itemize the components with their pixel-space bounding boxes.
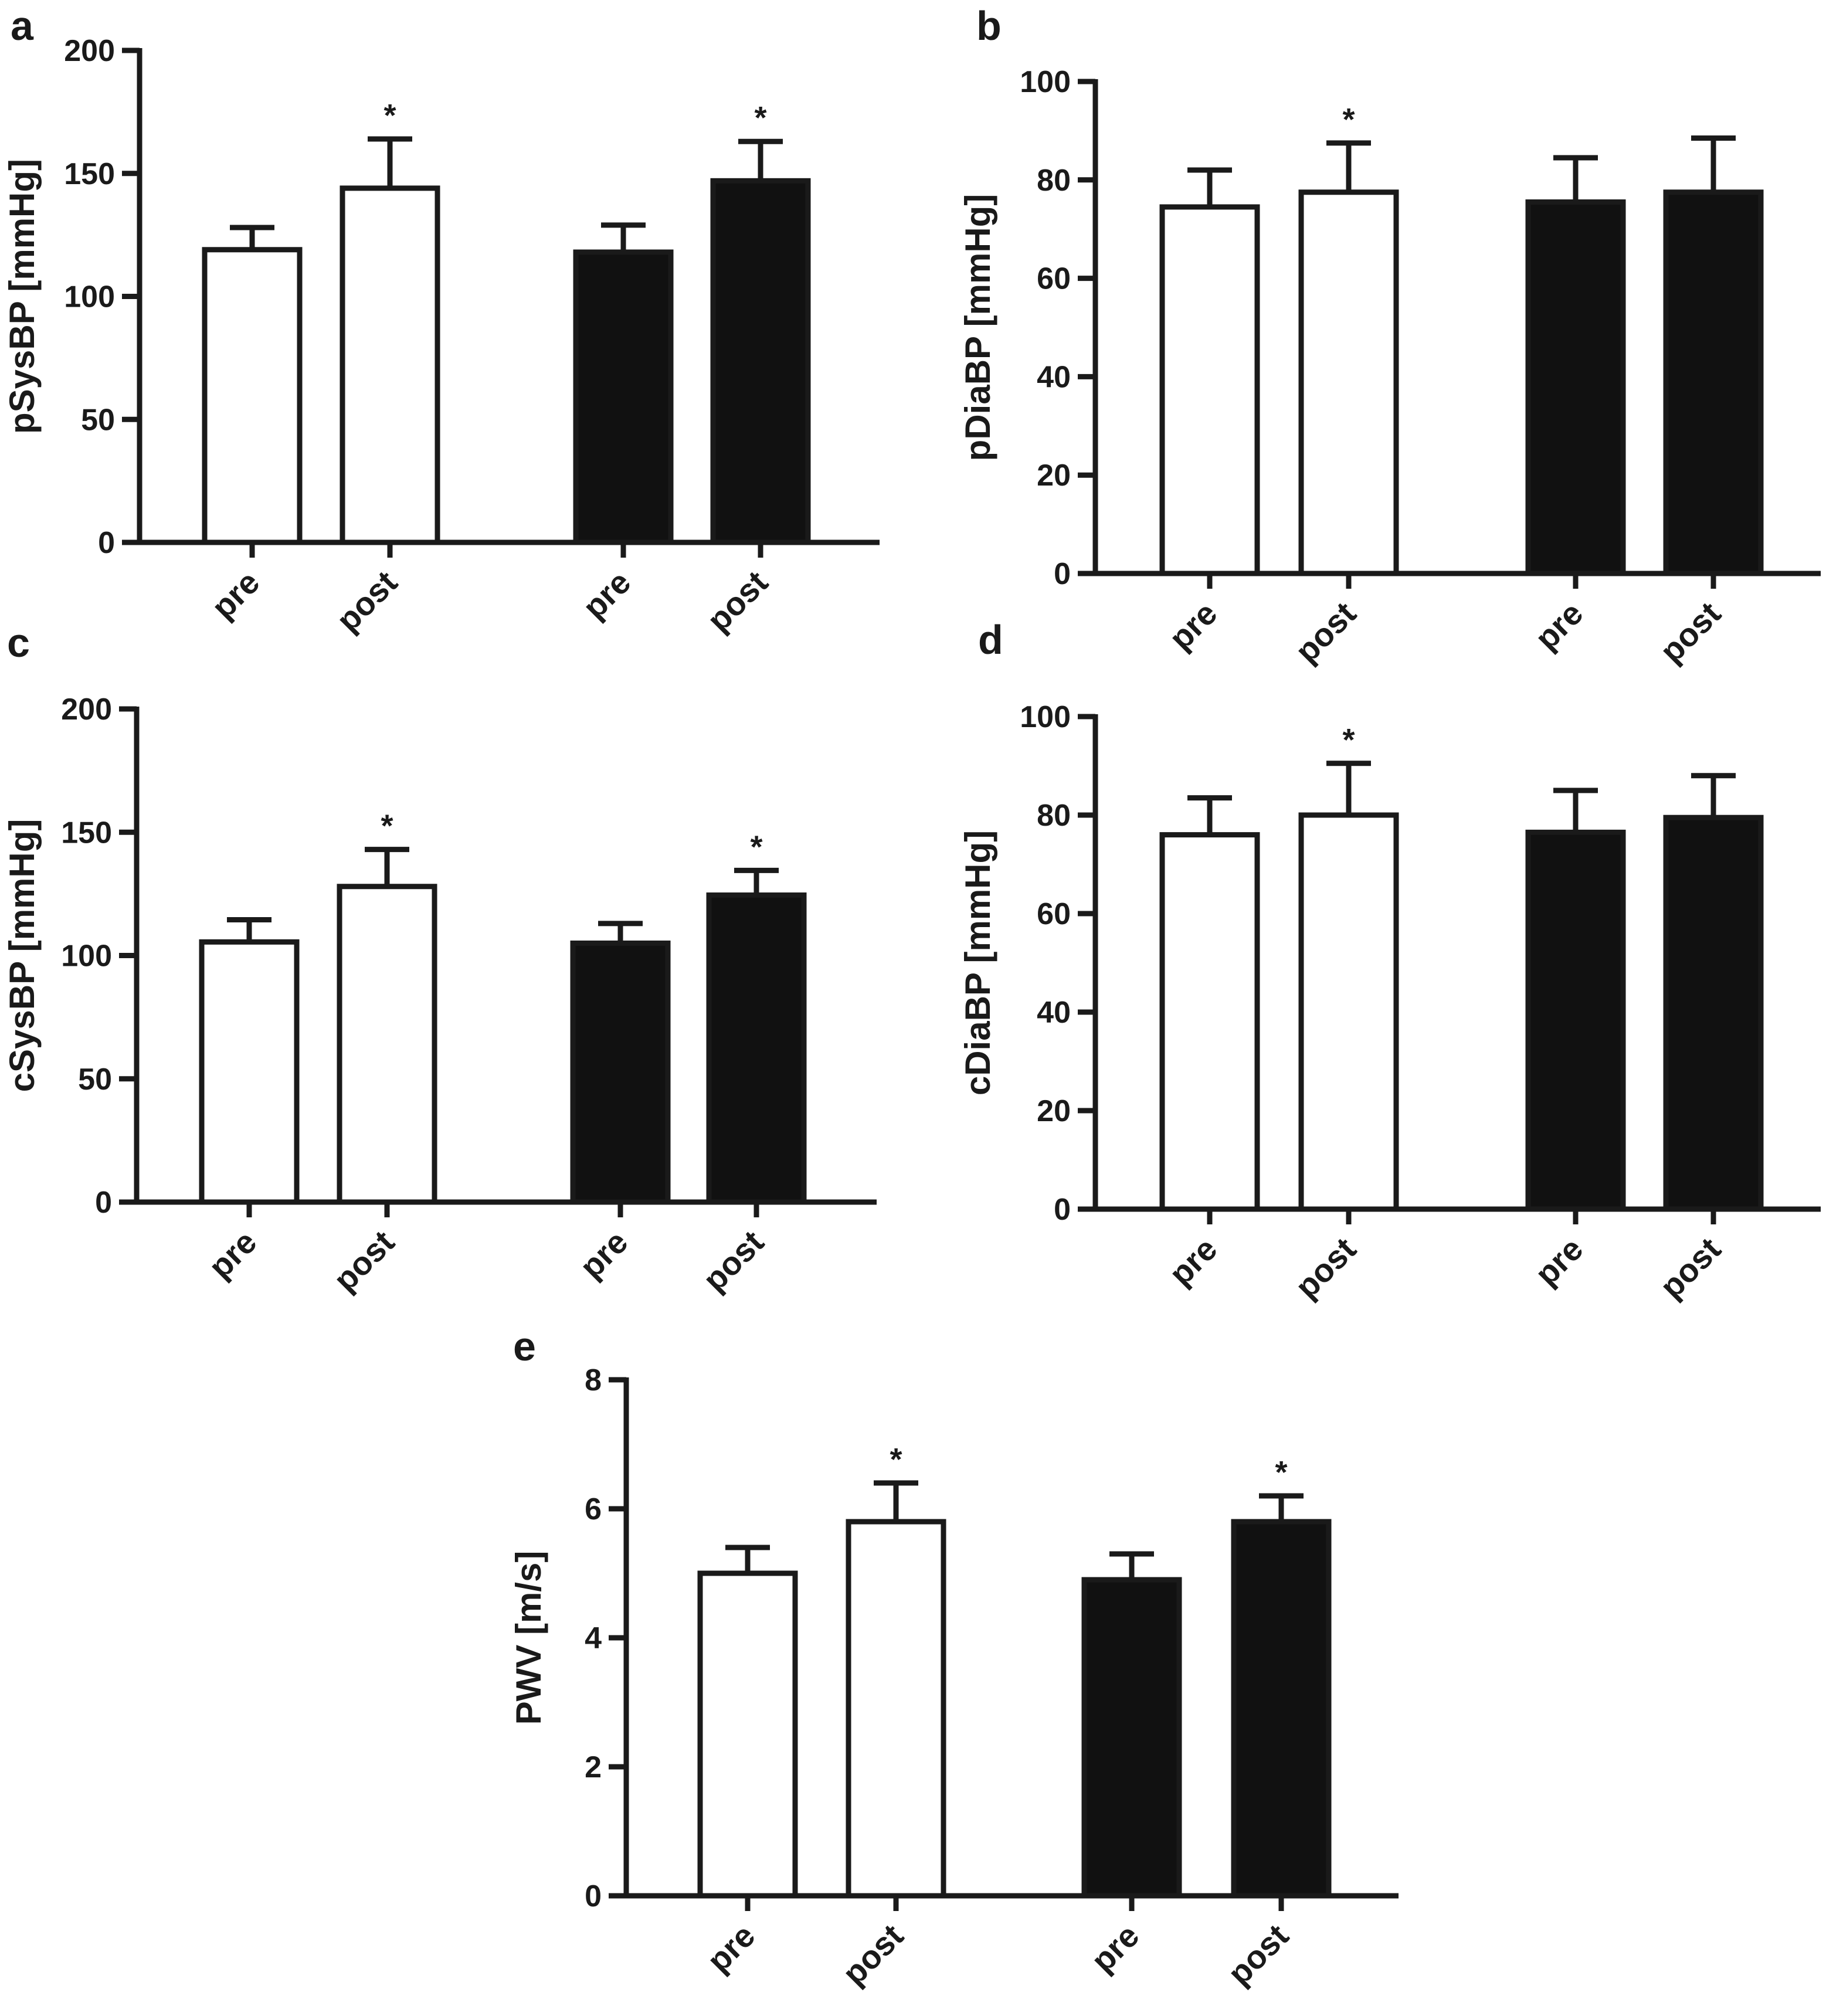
x-tick-label: post: [695, 1223, 771, 1298]
y-tick-label: 0: [585, 1879, 602, 1913]
panel-letter: d: [978, 617, 1003, 663]
y-tick-label: 50: [78, 1063, 112, 1097]
significance-marker: *: [1275, 1455, 1287, 1490]
panel-letter: e: [513, 1323, 536, 1369]
y-tick-label: 0: [1054, 1193, 1071, 1227]
panel-letter: c: [7, 620, 30, 666]
x-tick-label: post: [329, 564, 404, 639]
y-tick-label: 2: [585, 1750, 602, 1784]
y-axis-label: cSysBP [mmHg]: [2, 819, 42, 1092]
bar: [1663, 189, 1764, 576]
y-tick-label: 50: [81, 403, 115, 437]
bar: [1159, 832, 1260, 1212]
y-tick-label: 100: [1020, 65, 1071, 99]
bar: [337, 884, 437, 1205]
bar: [710, 178, 811, 545]
y-tick-label: 60: [1037, 897, 1071, 931]
x-tick-label: post: [1220, 1917, 1295, 1992]
y-tick-label: 200: [64, 34, 115, 68]
y-tick-label: 0: [1054, 557, 1071, 591]
y-tick-label: 100: [64, 280, 115, 314]
x-tick-label: pre: [1162, 595, 1224, 657]
x-tick-label: pre: [1162, 1230, 1224, 1292]
bar: [706, 892, 807, 1205]
x-tick-label: pre: [572, 1223, 634, 1285]
bar: [202, 247, 303, 545]
y-tick-label: 100: [61, 939, 112, 973]
y-tick-label: 100: [1020, 700, 1071, 734]
significance-marker: *: [890, 1442, 902, 1477]
significance-marker: *: [754, 100, 766, 135]
bar: [1525, 199, 1626, 576]
y-tick-label: 40: [1037, 360, 1071, 394]
y-tick-label: 60: [1037, 262, 1071, 296]
bar: [340, 185, 440, 545]
x-tick-label: pre: [1084, 1917, 1146, 1979]
x-tick-label: pre: [1528, 1230, 1590, 1292]
significance-marker: *: [1342, 722, 1355, 758]
significance-marker: *: [1342, 102, 1355, 137]
bar: [1231, 1519, 1332, 1899]
y-tick-label: 20: [1037, 459, 1071, 493]
bar: [1298, 189, 1399, 576]
panel-letter: b: [976, 3, 1002, 49]
y-tick-label: 8: [585, 1363, 602, 1397]
x-tick-label: post: [326, 1223, 401, 1298]
y-tick-label: 40: [1037, 996, 1071, 1030]
x-tick-label: pre: [575, 564, 637, 626]
x-tick-label: pre: [700, 1917, 762, 1979]
bar: [1159, 204, 1260, 576]
x-tick-label: post: [835, 1917, 910, 1992]
x-tick-label: post: [1652, 1230, 1727, 1305]
x-tick-label: post: [1288, 595, 1363, 670]
y-tick-label: 0: [98, 526, 115, 560]
significance-marker: *: [750, 829, 762, 864]
y-tick-label: 80: [1037, 799, 1071, 833]
y-tick-label: 6: [585, 1492, 602, 1526]
y-axis-label: pDiaBP [mmHg]: [958, 194, 997, 461]
x-tick-label: pre: [1528, 595, 1590, 657]
bar: [1525, 829, 1626, 1212]
y-axis-label: PWV [m/s]: [509, 1551, 548, 1725]
bar: [1298, 812, 1399, 1212]
y-tick-label: 80: [1037, 164, 1071, 198]
y-axis-label: pSysBP [mmHg]: [2, 159, 42, 434]
bar: [570, 940, 671, 1205]
x-tick-label: post: [1288, 1230, 1363, 1305]
x-tick-label: pre: [201, 1223, 263, 1285]
bar: [846, 1519, 946, 1899]
x-tick-label: post: [1652, 595, 1727, 670]
y-tick-label: 150: [61, 816, 112, 850]
x-tick-label: post: [700, 564, 775, 639]
y-tick-label: 200: [61, 693, 112, 727]
bar: [1663, 814, 1764, 1212]
panel-letter: a: [11, 3, 34, 49]
bar: [1081, 1577, 1182, 1899]
significance-marker: *: [383, 98, 396, 133]
y-axis-label: cDiaBP [mmHg]: [958, 830, 997, 1095]
x-tick-label: pre: [204, 564, 266, 626]
y-tick-label: 0: [95, 1186, 112, 1220]
bar: [573, 249, 674, 545]
bar: [199, 939, 300, 1205]
y-tick-label: 150: [64, 157, 115, 191]
significance-marker: *: [381, 809, 393, 844]
y-tick-label: 4: [585, 1621, 602, 1655]
bar: [697, 1570, 798, 1899]
y-tick-label: 20: [1037, 1094, 1071, 1128]
